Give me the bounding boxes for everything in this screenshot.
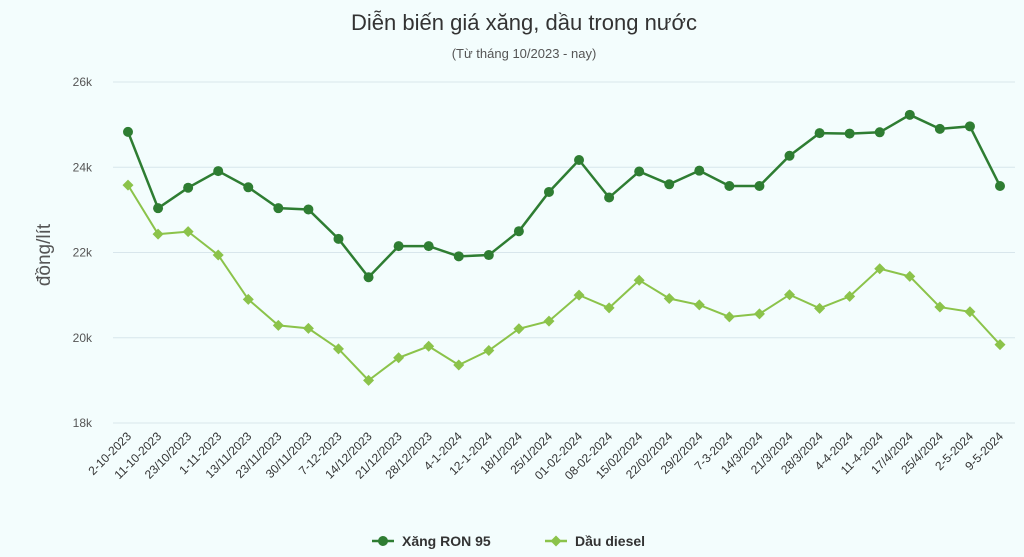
data-point[interactable] bbox=[302, 322, 314, 334]
data-point[interactable] bbox=[604, 192, 615, 203]
data-point[interactable] bbox=[723, 311, 735, 323]
data-point[interactable] bbox=[393, 352, 405, 364]
data-point[interactable] bbox=[904, 270, 916, 282]
grid-lines bbox=[113, 81, 1015, 424]
y-tick-label: 20k bbox=[73, 331, 93, 345]
legend-label: Xăng RON 95 bbox=[402, 533, 491, 549]
data-point[interactable] bbox=[664, 179, 675, 190]
data-point[interactable] bbox=[483, 250, 494, 261]
data-point[interactable] bbox=[213, 166, 224, 177]
data-point[interactable] bbox=[904, 109, 915, 120]
legend: Xăng RON 95 Dầu diesel bbox=[372, 533, 645, 549]
x-axis-ticks: 2-10-202311-10-202323/10/20231-11-202313… bbox=[86, 429, 1007, 483]
data-point[interactable] bbox=[934, 301, 946, 313]
data-point[interactable] bbox=[934, 123, 945, 134]
data-point[interactable] bbox=[814, 302, 826, 314]
data-point[interactable] bbox=[122, 179, 134, 191]
data-point[interactable] bbox=[724, 181, 735, 192]
data-point[interactable] bbox=[242, 293, 254, 305]
data-point[interactable] bbox=[844, 290, 856, 302]
data-point[interactable] bbox=[784, 150, 795, 161]
y-axis-label: đồng/lít bbox=[34, 223, 55, 286]
legend-label: Dầu diesel bbox=[575, 533, 645, 549]
data-point[interactable] bbox=[483, 345, 495, 357]
series-line bbox=[126, 113, 1002, 280]
data-point[interactable] bbox=[423, 241, 434, 252]
data-point[interactable] bbox=[573, 289, 585, 301]
y-tick-label: 18k bbox=[73, 416, 93, 430]
data-point[interactable] bbox=[543, 186, 554, 197]
data-point[interactable] bbox=[994, 339, 1006, 351]
data-point[interactable] bbox=[423, 340, 435, 352]
data-point[interactable] bbox=[363, 374, 375, 386]
data-point[interactable] bbox=[574, 155, 585, 166]
legend-marker bbox=[550, 535, 562, 547]
data-point[interactable] bbox=[272, 319, 284, 331]
data-point[interactable] bbox=[995, 181, 1005, 192]
legend-item-xang-ron95[interactable]: Xăng RON 95 bbox=[372, 533, 491, 549]
data-point[interactable] bbox=[212, 249, 224, 261]
data-point[interactable] bbox=[633, 274, 645, 286]
data-point[interactable] bbox=[393, 241, 404, 252]
data-point[interactable] bbox=[694, 165, 705, 176]
data-point[interactable] bbox=[814, 128, 825, 139]
data-point[interactable] bbox=[964, 121, 975, 132]
data-point[interactable] bbox=[964, 306, 976, 318]
data-point[interactable] bbox=[693, 299, 705, 311]
data-point[interactable] bbox=[453, 251, 464, 262]
data-point[interactable] bbox=[603, 302, 615, 314]
series-xang-ron95 bbox=[123, 109, 1005, 283]
y-tick-label: 22k bbox=[73, 246, 93, 260]
data-point[interactable] bbox=[303, 204, 314, 215]
data-point[interactable] bbox=[243, 182, 254, 193]
data-point[interactable] bbox=[784, 289, 796, 301]
data-point[interactable] bbox=[874, 127, 885, 138]
chart-subtitle: (Từ tháng 10/2023 - nay) bbox=[452, 46, 597, 61]
data-point[interactable] bbox=[152, 228, 164, 240]
data-point[interactable] bbox=[183, 182, 194, 193]
y-axis-ticks: 18k 20k 22k 24k 26k bbox=[73, 75, 93, 430]
data-point[interactable] bbox=[543, 315, 555, 327]
data-point[interactable] bbox=[273, 203, 284, 214]
data-point[interactable] bbox=[182, 226, 194, 238]
data-point[interactable] bbox=[453, 359, 465, 371]
y-tick-label: 24k bbox=[73, 160, 93, 174]
chart-title: Diễn biến giá xăng, dầu trong nước bbox=[351, 10, 697, 35]
series-dau-diesel bbox=[122, 179, 1006, 386]
legend-item-dau-diesel[interactable]: Dầu diesel bbox=[545, 533, 645, 549]
series-line bbox=[127, 184, 1001, 382]
data-point[interactable] bbox=[153, 203, 164, 214]
data-point[interactable] bbox=[513, 323, 525, 335]
data-point[interactable] bbox=[753, 308, 765, 320]
legend-marker bbox=[378, 536, 388, 546]
data-point[interactable] bbox=[513, 226, 524, 237]
series-lines bbox=[122, 109, 1006, 386]
data-point[interactable] bbox=[634, 166, 645, 177]
y-tick-label: 26k bbox=[73, 75, 93, 89]
data-point[interactable] bbox=[663, 293, 675, 305]
data-point[interactable] bbox=[363, 272, 374, 283]
data-point[interactable] bbox=[333, 233, 344, 244]
data-point[interactable] bbox=[844, 128, 855, 139]
data-point[interactable] bbox=[123, 126, 133, 137]
data-point[interactable] bbox=[874, 263, 886, 275]
data-point[interactable] bbox=[754, 181, 765, 192]
data-point[interactable] bbox=[332, 343, 344, 355]
